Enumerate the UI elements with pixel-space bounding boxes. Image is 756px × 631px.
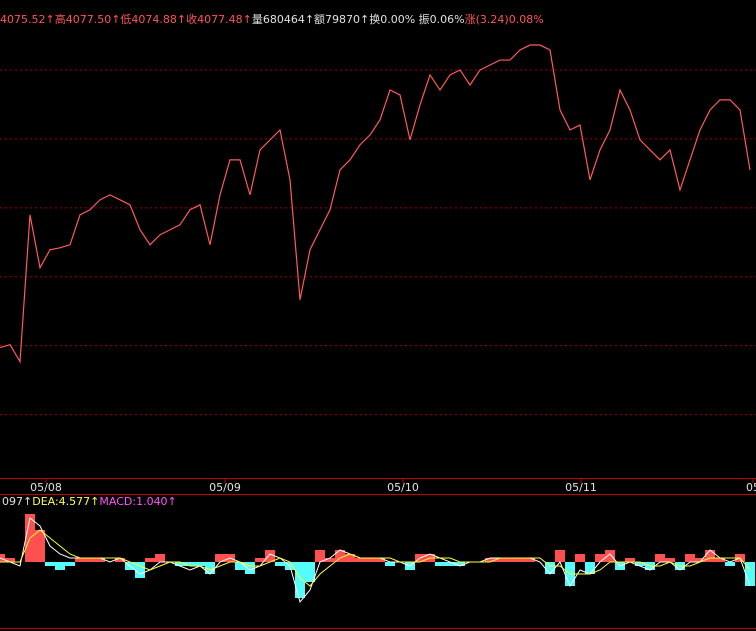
macd-bar [305,562,315,582]
macd-bar [155,554,165,562]
macd-bar [515,558,525,562]
macd-bar [95,558,105,562]
macd-bar [715,558,725,562]
macd-bar [295,562,305,598]
macd-bar [75,558,85,562]
macd-bar [175,562,185,566]
macd-bar [5,558,15,562]
macd-bar [205,562,215,574]
x-tick-label: 05/09 [209,481,241,494]
macd-bar [485,558,495,562]
macd-bar [185,562,195,566]
macd-bar [255,558,265,562]
macd-bar [45,562,55,566]
macd-bar [705,550,715,562]
info-item: 涨(3.24)0.08% [465,13,544,26]
indicator-label: MACD:1.040↑ [99,495,176,508]
macd-bar [35,530,45,562]
macd-bar [355,558,365,562]
macd-bar [525,558,535,562]
macd-bar [0,554,5,562]
macd-bar [725,562,735,566]
macd-bar [235,562,245,570]
x-tick-label: 05/11 [565,481,597,494]
indicator-line: 097↑DEA:4.577↑MACD:1.040↑ [2,495,177,508]
x-tick-label: 05/08 [30,481,62,494]
indicator-label: DEA:4.577↑ [32,495,99,508]
macd-bar [365,558,375,562]
indicator-line-series [0,529,751,587]
x-tick-label: 05/10 [387,481,419,494]
macd-bar [505,558,515,562]
macd-bar [665,558,675,562]
macd-bar [265,550,275,562]
macd-bar [555,550,565,562]
macd-bar [605,550,615,562]
macd-bar [145,558,155,562]
macd-bar [635,562,645,566]
macd-bar [655,554,665,562]
macd-bar [595,554,605,562]
macd-bar [215,554,225,562]
price-line [0,44,751,364]
macd-bar [685,554,695,562]
macd-bar [65,562,75,566]
macd-bar [385,562,395,566]
macd-bar [545,562,555,574]
macd-bar [135,562,145,578]
macd-bar [335,550,345,562]
macd-bar [315,550,325,562]
macd-bar [325,558,335,562]
macd-bar [695,558,705,562]
macd-bar [455,562,465,566]
macd-bar [245,562,255,574]
macd-bar [375,558,385,562]
macd-bar [275,562,285,566]
info-item: 4075.52↑高4077.50↑低4074.88↑收4077.48↑ [0,12,252,26]
macd-bar [435,562,445,566]
indicator-label: 097↑ [2,495,32,508]
macd-bar [445,562,455,566]
macd-bar [585,562,595,574]
x-tick-label: 05 [746,481,756,494]
macd-bar [575,554,585,562]
macd-bar [55,562,65,570]
macd-bar [115,558,125,562]
macd-bar [195,562,205,566]
macd-bar [745,562,755,586]
macd-bar [495,558,505,562]
macd-bar [345,554,355,562]
info-item: 量680464↑额79870↑换0.00% 振0.06% [252,12,465,26]
macd-bar [85,558,95,562]
macd-bar [625,558,635,562]
info-line: 4075.52↑高4077.50↑低4074.88↑收4077.48↑量6804… [0,12,544,26]
